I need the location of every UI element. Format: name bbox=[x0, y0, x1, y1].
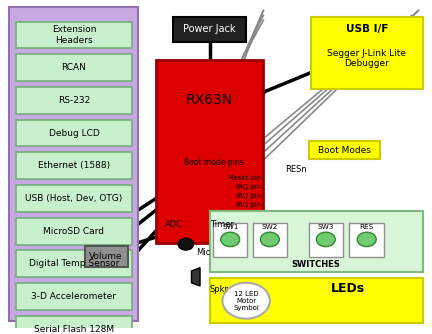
Text: SW1: SW1 bbox=[222, 224, 238, 230]
Text: RX63N: RX63N bbox=[186, 93, 233, 107]
Text: MicroSD Card: MicroSD Card bbox=[43, 226, 105, 235]
Text: Timer: Timer bbox=[210, 220, 235, 229]
Text: Boot Modes: Boot Modes bbox=[318, 146, 371, 155]
Text: RS-232: RS-232 bbox=[58, 96, 90, 105]
Bar bbox=[213, 223, 248, 257]
Text: LEDs: LEDs bbox=[331, 282, 365, 295]
Text: 3-D Accelerometer: 3-D Accelerometer bbox=[32, 292, 116, 301]
Circle shape bbox=[178, 238, 194, 250]
Text: Serial Flash 128M: Serial Flash 128M bbox=[34, 325, 114, 334]
Bar bbox=[16, 87, 132, 114]
Text: RESn: RESn bbox=[285, 165, 307, 174]
Text: USB (Host, Dev, OTG): USB (Host, Dev, OTG) bbox=[25, 194, 123, 203]
Bar bbox=[210, 211, 422, 272]
Bar bbox=[349, 223, 384, 257]
Text: Volume: Volume bbox=[89, 252, 123, 261]
Text: ADC: ADC bbox=[165, 220, 183, 229]
Text: Digital Temp Sensor: Digital Temp Sensor bbox=[29, 259, 119, 268]
Text: RES: RES bbox=[359, 224, 374, 230]
Text: Extension
Headers: Extension Headers bbox=[52, 25, 96, 45]
Bar bbox=[16, 22, 132, 48]
Text: SW3: SW3 bbox=[318, 224, 334, 230]
Bar bbox=[156, 59, 264, 242]
Text: Segger J-Link Lite
Debugger: Segger J-Link Lite Debugger bbox=[327, 49, 406, 68]
Text: USB I/F: USB I/F bbox=[346, 24, 388, 34]
Polygon shape bbox=[191, 268, 200, 286]
Bar bbox=[311, 17, 422, 89]
Text: RCAN: RCAN bbox=[61, 63, 86, 72]
Text: Spkr: Spkr bbox=[210, 286, 229, 295]
Text: Ethernet (1588): Ethernet (1588) bbox=[38, 161, 110, 170]
Bar bbox=[16, 152, 132, 179]
Bar bbox=[16, 54, 132, 81]
Circle shape bbox=[260, 232, 280, 246]
Bar bbox=[253, 223, 287, 257]
Text: 12 LED
Motor
Symbol: 12 LED Motor Symbol bbox=[233, 291, 259, 311]
Text: SW2: SW2 bbox=[262, 224, 278, 230]
Circle shape bbox=[316, 232, 335, 246]
Bar bbox=[16, 316, 132, 334]
Circle shape bbox=[221, 232, 240, 246]
Circle shape bbox=[357, 232, 376, 246]
Bar bbox=[16, 218, 132, 244]
Bar bbox=[16, 120, 132, 146]
Text: Power Jack: Power Jack bbox=[183, 24, 236, 34]
Text: SWITCHES: SWITCHES bbox=[292, 260, 340, 269]
Text: Boot mode pins: Boot mode pins bbox=[184, 158, 244, 167]
Bar bbox=[10, 7, 139, 321]
Text: Debug LCD: Debug LCD bbox=[48, 129, 99, 138]
Bar bbox=[308, 223, 343, 257]
Text: IRQ pin: IRQ pin bbox=[236, 184, 261, 190]
Bar bbox=[308, 141, 380, 159]
Text: IRQ pin: IRQ pin bbox=[236, 193, 261, 199]
Bar bbox=[16, 185, 132, 212]
Bar bbox=[173, 17, 246, 41]
Text: Mic: Mic bbox=[197, 248, 211, 257]
Bar bbox=[16, 250, 132, 277]
Bar bbox=[16, 283, 132, 310]
Bar bbox=[85, 246, 128, 267]
Text: IRQ pin: IRQ pin bbox=[236, 202, 261, 208]
Text: Reset pin: Reset pin bbox=[229, 175, 261, 181]
Bar bbox=[210, 279, 422, 323]
Circle shape bbox=[222, 283, 270, 319]
